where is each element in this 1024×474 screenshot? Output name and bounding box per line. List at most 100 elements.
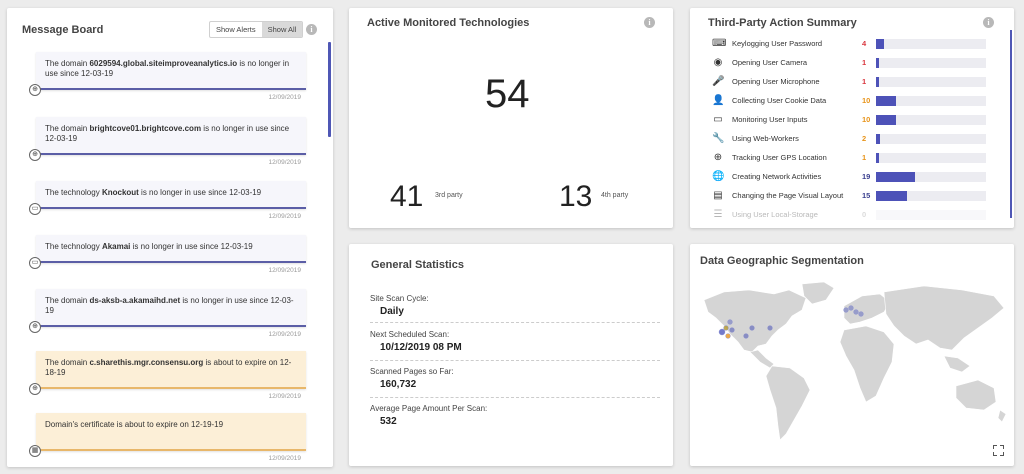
action-bar (876, 76, 986, 87)
action-label: Changing the Page Visual Layout (732, 191, 844, 200)
action-bar-fill (876, 133, 880, 144)
action-row[interactable]: 👤 Collecting User Cookie Data 10 (712, 91, 994, 110)
action-row[interactable]: ☰ Using User Local-Storage 0 (712, 205, 994, 224)
action-row[interactable]: ▭ Monitoring User Inputs 10 (712, 110, 994, 129)
message-item[interactable]: The technology Knockout is no longer in … (36, 181, 306, 209)
stat-average-pages: Average Page Amount Per Scan: 532 (370, 404, 660, 427)
action-count: 1 (862, 77, 867, 86)
map-point[interactable] (853, 309, 859, 315)
greenland-shape (801, 281, 835, 305)
action-list-scrollbar[interactable] (1010, 30, 1012, 218)
map-point[interactable] (843, 307, 849, 313)
action-bar-fill (876, 57, 879, 68)
stat-label: Next Scheduled Scan: (370, 330, 450, 339)
stat-value: 160,732 (380, 379, 417, 390)
expand-icon[interactable] (992, 444, 1004, 456)
asia-shape (883, 285, 1005, 351)
message-subject: Akamai (101, 242, 131, 251)
action-bar (876, 95, 986, 106)
action-row[interactable]: ▤ Changing the Page Visual Layout 15 (712, 186, 994, 205)
fourth-party-label: 4th party (601, 192, 629, 199)
message-text: The technology (45, 188, 102, 197)
show-all-button[interactable]: Show All (261, 22, 303, 37)
world-map[interactable] (694, 278, 1010, 456)
north-america-shape (703, 289, 807, 353)
wrench-icon: 🔧 (712, 133, 725, 144)
action-bar-fill (876, 38, 884, 49)
message-item[interactable]: The domain c.sharethis.mgr.consensu.org … (36, 351, 306, 389)
action-bar-fill (876, 76, 879, 87)
map-point[interactable] (858, 311, 864, 317)
message-date: 12/09/2019 (268, 455, 301, 462)
certificate-icon: ▦ (29, 445, 41, 457)
gps-icon: ⊕ (713, 152, 723, 163)
map-point[interactable] (718, 328, 726, 336)
map-point[interactable] (743, 333, 749, 339)
info-icon[interactable]: i (306, 24, 317, 35)
map-point[interactable] (729, 327, 735, 333)
map-point[interactable] (767, 325, 773, 331)
message-filter-toggle: Show Alerts Show All (209, 21, 304, 38)
stat-scan-cycle: Site Scan Cycle: Daily (370, 294, 660, 317)
action-row[interactable]: ◉ Opening User Camera 1 (712, 53, 994, 72)
message-item[interactable]: The technology Akamai is no longer in us… (36, 235, 306, 263)
active-technologies-title: Active Monitored Technologies (367, 17, 530, 29)
divider (370, 397, 660, 398)
action-bar (876, 133, 986, 144)
action-count: 1 (862, 58, 867, 67)
folder-icon: ▭ (29, 257, 41, 269)
action-bar-fill (876, 95, 896, 106)
action-label: Opening User Microphone (732, 77, 820, 86)
total-technologies-count: 54 (485, 72, 530, 116)
map-point[interactable] (723, 325, 729, 331)
list-icon: ☰ (713, 209, 723, 220)
action-bar (876, 209, 986, 220)
message-list-scrollbar[interactable] (328, 42, 331, 137)
stat-next-scan: Next Scheduled Scan: 10/12/2019 08 PM (370, 330, 660, 353)
action-row[interactable]: 🎤 Opening User Microphone 1 (712, 72, 994, 91)
action-label: Using User Local-Storage (732, 210, 818, 219)
message-item[interactable]: Domain's certificate is about to expire … (36, 413, 306, 451)
southeast-asia-shape (943, 355, 971, 373)
globe-icon: ⊕ (29, 84, 41, 96)
action-label: Monitoring User Inputs (732, 115, 808, 124)
action-label: Collecting User Cookie Data (732, 96, 827, 105)
divider (370, 360, 660, 361)
globe-icon: 🌐 (712, 171, 725, 182)
active-technologies-card: Active Monitored Technologies i 54 41 3r… (349, 8, 673, 228)
stat-scanned-pages: Scanned Pages so Far: 160,732 (370, 367, 660, 390)
message-item[interactable]: The domain 6029594.global.siteimproveana… (36, 52, 306, 90)
message-subject: ds-aksb-a.akamaihd.net (89, 296, 181, 305)
message-item[interactable]: The domain ds-aksb-a.akamaihd.net is no … (36, 289, 306, 327)
action-row[interactable]: ⊕ Tracking User GPS Location 1 (712, 148, 994, 167)
action-bar (876, 57, 986, 68)
action-count: 2 (862, 134, 867, 143)
map-point[interactable] (725, 333, 731, 339)
action-label: Keylogging User Password (732, 39, 823, 48)
info-icon[interactable]: i (644, 17, 655, 28)
message-text: certificate is about to expire on 12-19-… (80, 420, 224, 429)
message-text: The domain (45, 296, 90, 305)
message-text: is no longer in use since 12-03-19 (45, 124, 290, 143)
folder-icon: ▭ (29, 203, 41, 215)
action-row[interactable]: 🔧 Using Web-Workers 2 (712, 129, 994, 148)
action-row[interactable]: ⌨ Keylogging User Password 4 (712, 34, 994, 53)
map-point[interactable] (749, 325, 755, 331)
third-party-summary-card: Third-Party Action Summary i ⌨ Keylogging… (690, 8, 1014, 228)
action-bar-fill (876, 114, 896, 125)
action-row[interactable]: 🌐 Creating Network Activities 19 (712, 167, 994, 186)
action-count: 10 (862, 115, 871, 124)
action-count: 1 (862, 153, 867, 162)
map-point[interactable] (727, 319, 733, 325)
message-date: 12/09/2019 (268, 393, 301, 400)
message-item[interactable]: The domain brightcove01.brightcove.com i… (36, 117, 306, 155)
action-count: 19 (862, 172, 871, 181)
map-point[interactable] (848, 305, 854, 311)
info-icon[interactable]: i (983, 17, 994, 28)
message-date: 12/09/2019 (268, 94, 301, 101)
south-america-shape (765, 365, 811, 441)
action-count: 0 (862, 210, 867, 219)
message-date: 12/09/2019 (268, 213, 301, 220)
message-date: 12/09/2019 (268, 267, 301, 274)
show-alerts-button[interactable]: Show Alerts (216, 25, 256, 34)
